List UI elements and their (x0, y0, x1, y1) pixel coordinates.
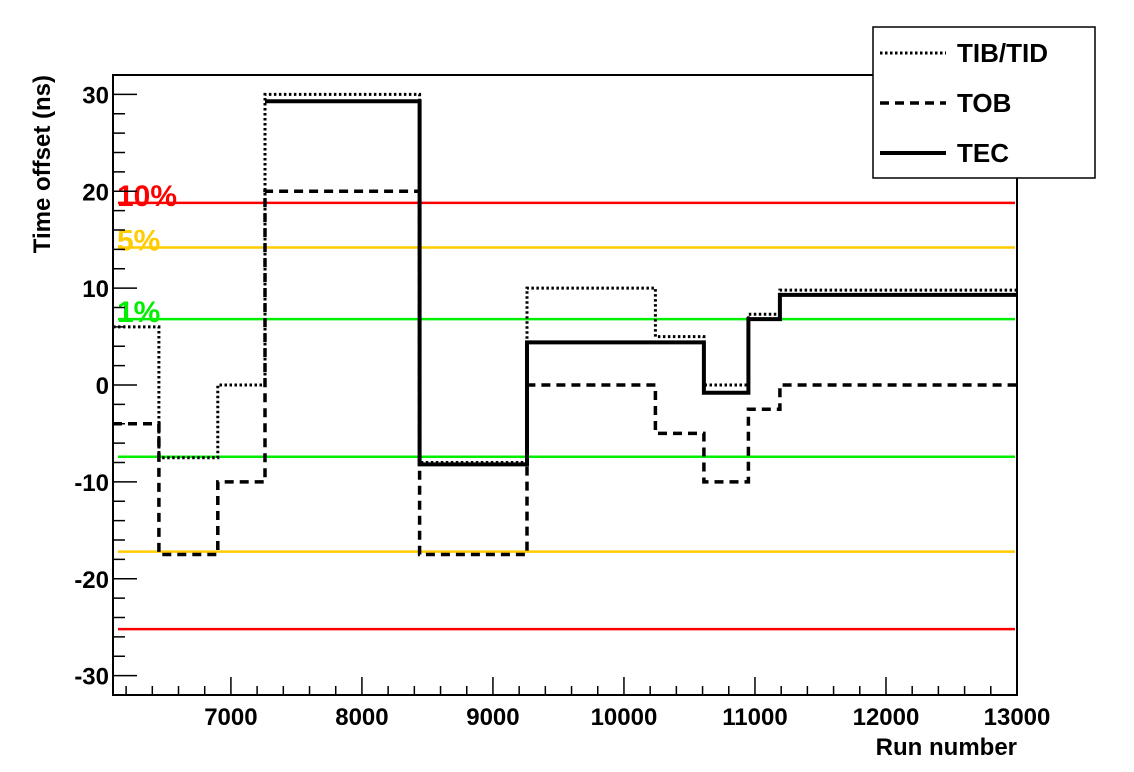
x-tick-label: 11000 (722, 704, 787, 731)
x-tick-label: 7000 (204, 704, 257, 731)
x-tick-label: 9000 (466, 704, 519, 731)
y-tick-label: 30 (82, 82, 109, 109)
y-axis-title: Time offset (ns) (29, 75, 56, 253)
reference-lines: 10%5%1% (117, 180, 1015, 631)
x-tick-label: 8000 (335, 704, 388, 731)
y-tick-label: 0 (96, 373, 109, 400)
x-tick-label: 10000 (591, 704, 658, 731)
legend: TIB/TID TOB TEC (872, 26, 1096, 179)
x-axis: 7000 8000 9000 10000 11000 12000 13000 (125, 677, 1051, 731)
ref-label-1pct: 1% (117, 296, 160, 329)
y-tick-label: -30 (74, 664, 109, 691)
legend-label-tib-tid: TIB/TID (957, 38, 1048, 68)
series-line-tob (113, 189, 1017, 557)
x-axis-title: Run number (876, 734, 1017, 761)
legend-label-tob: TOB (957, 88, 1011, 118)
y-axis: -30 -20 -10 0 10 20 30 (74, 74, 137, 696)
y-tick-label: -10 (74, 470, 109, 497)
legend-label-tec: TEC (957, 138, 1009, 168)
x-tick-label: 13000 (984, 704, 1051, 731)
series-group (113, 92, 1017, 557)
y-tick-label: 20 (82, 179, 109, 206)
series-line-tec (265, 99, 1017, 467)
ref-label-10pct: 10% (117, 180, 177, 213)
x-tick-label: 12000 (853, 704, 920, 731)
y-tick-label: 10 (82, 276, 109, 303)
y-tick-label: -20 (74, 567, 109, 594)
